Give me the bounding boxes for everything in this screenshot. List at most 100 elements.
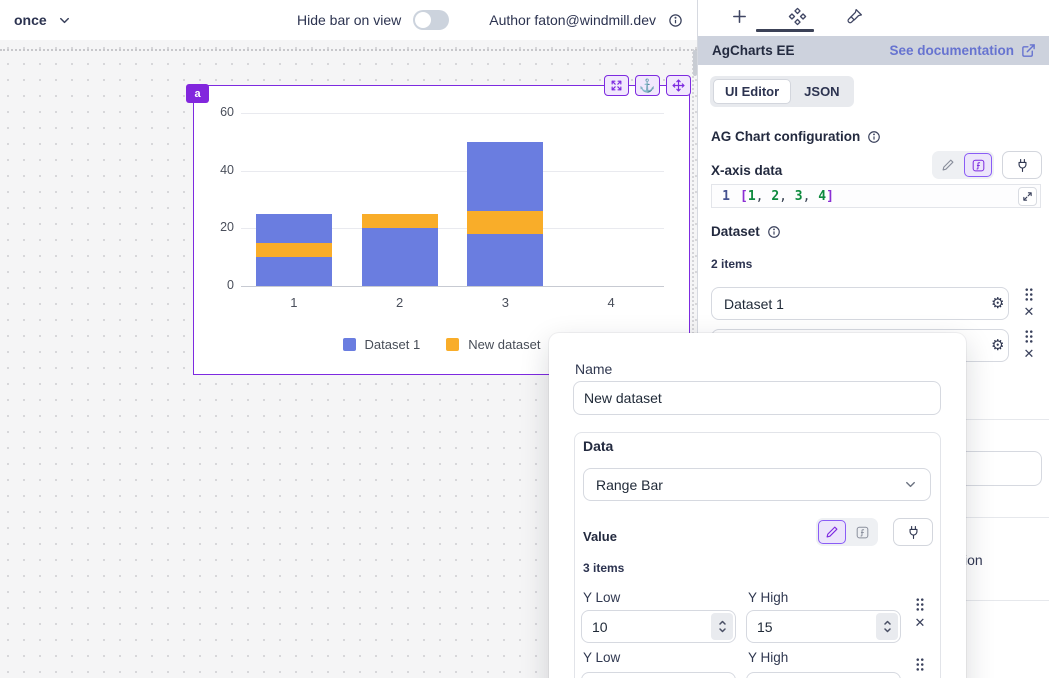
- x-axis-tick-label: 2: [396, 295, 404, 310]
- plus-icon: [732, 9, 746, 23]
- hide-bar-toggle[interactable]: [413, 10, 450, 30]
- dataset-count: 2 items: [711, 257, 753, 271]
- gear-icon[interactable]: ⚙: [991, 337, 1005, 354]
- y-gridline: [241, 228, 664, 230]
- x-axis-tick-label: 1: [290, 295, 298, 310]
- drag-handle-icon[interactable]: [914, 657, 926, 672]
- xaxis-label-text: X-axis data: [711, 163, 783, 178]
- dataset-row-actions: ✕: [1021, 329, 1037, 360]
- y-axis-tick-label: 20: [220, 220, 234, 235]
- drag-handle-icon[interactable]: [1023, 287, 1035, 302]
- code-content: [1, 2, 3, 4]: [740, 188, 834, 204]
- legend-label: New dataset: [468, 337, 541, 352]
- bar-dataset1: [361, 228, 438, 286]
- chevron-down-icon: [59, 17, 69, 23]
- y-axis-tick-label: 0: [227, 278, 234, 292]
- drag-handle-icon[interactable]: [914, 597, 926, 612]
- legend-swatch: [342, 338, 356, 351]
- series-type-value: Range Bar: [596, 476, 663, 493]
- series-type-select[interactable]: Range Bar: [583, 468, 931, 501]
- y-high-label: Y High: [748, 590, 789, 605]
- editor-mode-switch: UI Editor JSON: [710, 76, 854, 107]
- tab-json[interactable]: JSON: [804, 84, 840, 99]
- x-axis-tick-label: 3: [501, 295, 509, 310]
- legend-item[interactable]: Dataset 1: [342, 337, 421, 352]
- move-icon: [672, 79, 685, 92]
- code-expand-button[interactable]: [1018, 187, 1037, 206]
- dataset-name-input[interactable]: [711, 287, 1009, 320]
- toggle-knob: [415, 12, 432, 28]
- y-high-field[interactable]: [746, 610, 901, 643]
- tab-styling[interactable]: [826, 0, 884, 32]
- expand-button[interactable]: [604, 75, 629, 96]
- x-axis-tick-label: 4: [607, 295, 615, 310]
- tab-component-settings[interactable]: [768, 0, 826, 32]
- config-section-title: AG Chart configuration: [711, 129, 881, 144]
- legend-label: Dataset 1: [364, 337, 421, 352]
- chart-plot: 0 20 40 60 1 2 3 4: [194, 86, 689, 374]
- info-icon[interactable]: [767, 225, 781, 239]
- number-stepper[interactable]: [876, 613, 898, 640]
- plug-icon: [909, 525, 917, 539]
- eval-mode-button[interactable]: [848, 520, 876, 544]
- delete-icon[interactable]: ✕: [914, 615, 926, 630]
- tab-add-component[interactable]: [710, 0, 768, 32]
- info-icon[interactable]: [668, 13, 683, 28]
- component-type-title: AgCharts EE: [712, 43, 795, 58]
- gear-icon[interactable]: ⚙: [991, 295, 1005, 312]
- y-low-field[interactable]: [581, 610, 736, 643]
- y-gridline: [241, 113, 664, 114]
- y-high-field[interactable]: [746, 672, 901, 678]
- topbar: once Hide bar on view Author faton@windm…: [0, 0, 697, 40]
- y-low-field[interactable]: [581, 672, 736, 678]
- author-label: Author faton@windmill.dev: [489, 12, 656, 28]
- y-gridline: [241, 286, 664, 287]
- delete-icon[interactable]: ✕: [1023, 304, 1035, 319]
- dataset-name-field[interactable]: [573, 381, 941, 415]
- drag-handle-icon[interactable]: [1023, 329, 1035, 344]
- see-documentation-link[interactable]: See documentation: [889, 43, 1036, 58]
- range-bar-new-dataset: [361, 213, 438, 229]
- connect-mode-button[interactable]: [1002, 151, 1042, 179]
- pencil-icon: [826, 526, 838, 538]
- y-axis-tick-label: 40: [220, 162, 234, 177]
- y-gridline: [241, 170, 664, 172]
- anchor-button[interactable]: ⚓: [635, 75, 660, 96]
- run-mode-dropdown[interactable]: once: [14, 12, 72, 28]
- component-id-badge: a: [186, 84, 209, 103]
- canvas-scrollbar[interactable]: [693, 50, 697, 76]
- components-icon: [788, 7, 806, 25]
- chart-legend: Dataset 1 New dataset: [194, 337, 689, 352]
- range-bar-new-dataset: [467, 211, 544, 235]
- move-handle-button[interactable]: [666, 75, 691, 96]
- panel-header: AgCharts EE See documentation: [698, 36, 1049, 65]
- static-mode-button[interactable]: [934, 153, 962, 177]
- data-section-box: [574, 432, 941, 678]
- number-stepper[interactable]: [711, 613, 733, 640]
- brush-icon: [847, 8, 863, 24]
- value-input-mode-group: [816, 518, 878, 546]
- doc-link-label: See documentation: [889, 43, 1014, 58]
- input-mode-group: [932, 151, 994, 179]
- clipped-section-label: ion: [964, 552, 983, 568]
- pencil-icon: [942, 159, 954, 171]
- hide-bar-label: Hide bar on view: [296, 12, 402, 28]
- y-low-label: Y Low: [583, 590, 621, 605]
- stepper-arrows-icon: [883, 620, 891, 633]
- static-mode-button[interactable]: [818, 520, 846, 544]
- tab-ui-editor[interactable]: UI Editor: [713, 79, 792, 104]
- dataset-settings-modal: Name Data Range Bar Value 3 items Y Low …: [549, 333, 966, 678]
- value-section-label: Value: [583, 529, 617, 544]
- y-high-label: Y High: [748, 650, 789, 665]
- legend-item[interactable]: New dataset: [446, 337, 540, 352]
- config-title-label: AG Chart configuration: [711, 129, 861, 144]
- delete-icon[interactable]: ✕: [1023, 346, 1035, 361]
- eval-mode-button[interactable]: [964, 153, 992, 177]
- run-mode-label: once: [14, 12, 47, 28]
- dataset-row-actions: ✕: [1021, 287, 1037, 318]
- range-bar-new-dataset: [255, 242, 332, 258]
- info-icon[interactable]: [867, 130, 881, 144]
- connect-mode-button[interactable]: [893, 518, 933, 546]
- chart-component[interactable]: a ⚓ 0 20 40 60 1 2 3 4 Dataset 1 New dataset: [186, 75, 691, 375]
- xaxis-code-editor[interactable]: 1 [1, 2, 3, 4]: [711, 184, 1041, 208]
